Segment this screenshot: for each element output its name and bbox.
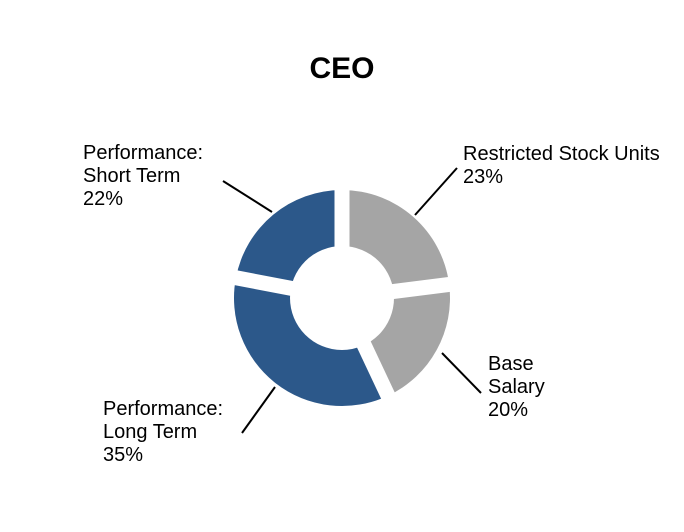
leader-line-performance-long-term — [241, 386, 276, 434]
leader-line-performance-short-term — [222, 180, 273, 213]
slice-performance-long-term — [233, 277, 388, 406]
slice-label-base-salary: Base Salary 20% — [488, 353, 545, 421]
slice-label-performance-short-term: Performance: Short Term 22% — [83, 142, 204, 210]
leader-line-restricted-stock-units — [414, 167, 458, 216]
slice-label-performance-long-term: Performance: Long Term 35% — [103, 398, 224, 466]
slice-label-restricted-stock-units: Restricted Stock Units 23% — [463, 143, 660, 188]
chart-title: CEO — [309, 52, 375, 85]
doughnut-hole — [290, 246, 394, 350]
leader-line-base-salary — [441, 352, 482, 394]
